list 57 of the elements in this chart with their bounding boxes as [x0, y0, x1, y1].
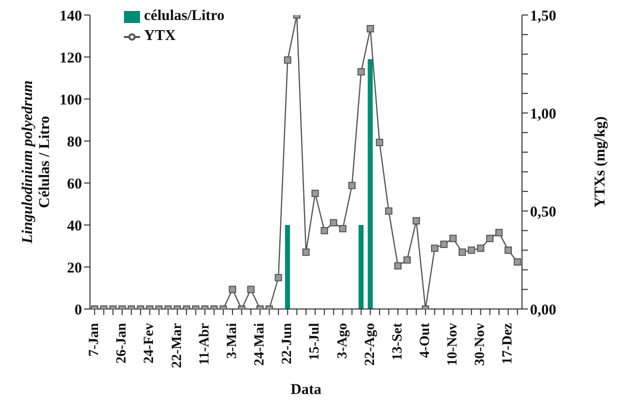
x-tick-label: 3-Mai — [224, 322, 240, 359]
x-tick-label: 11-Abr — [197, 323, 212, 365]
point — [348, 182, 356, 190]
y-tick-label: 60 — [67, 176, 82, 192]
y-tick-label: 100 — [60, 92, 82, 108]
x-axis-title: Data — [290, 382, 322, 398]
point — [312, 190, 319, 198]
point — [495, 228, 503, 236]
x-tick-label: 13-Set — [390, 322, 406, 360]
point — [403, 256, 411, 264]
y2-tick-label: 0,00 — [530, 302, 556, 318]
point — [394, 262, 402, 270]
y-tick-label: 140 — [60, 8, 82, 24]
point — [476, 244, 484, 252]
x-tick-label: 22-Mar — [170, 323, 185, 368]
point — [339, 224, 346, 232]
y-axis-title: Lingulodinium polyedrum Células / Litro — [20, 80, 53, 244]
x-tick-label: 4-Out — [418, 322, 433, 358]
y2-axis-title: YTXs (mg/kg) — [592, 116, 608, 208]
y-tick-label: 0 — [74, 302, 82, 318]
x-tick-label: 15-Jul — [308, 322, 323, 360]
y2-tick-label: 1,50 — [530, 8, 556, 24]
legend-label: células/Litro — [144, 8, 225, 24]
point — [440, 240, 448, 248]
legend-label: YTX — [144, 28, 176, 44]
point — [514, 258, 522, 266]
y-tick-label: 80 — [67, 134, 82, 150]
point — [458, 248, 466, 256]
point — [376, 138, 384, 146]
point — [504, 246, 512, 254]
y-tick-label: 40 — [67, 218, 82, 234]
x-tick-label: 24-Fev — [142, 323, 158, 364]
point — [468, 246, 476, 254]
point — [449, 234, 457, 242]
point — [320, 226, 328, 234]
x-tick-label: 24-Mai — [252, 322, 268, 366]
x-tick-label: 26-Jan — [114, 322, 130, 364]
y-tick-label: 120 — [60, 50, 82, 66]
x-tick-label: 30-Nov — [473, 323, 488, 366]
point — [431, 244, 438, 252]
point — [330, 219, 338, 226]
x-tick-label: 10-Nov — [446, 323, 461, 366]
y-tick-label: 20 — [67, 260, 82, 276]
point — [274, 274, 282, 282]
point — [247, 286, 255, 294]
x-tick-label: 7-Jan — [87, 322, 102, 356]
point — [486, 234, 494, 242]
x-tick-label: 17-Dez — [500, 323, 516, 364]
y2-tick-label: 1,00 — [530, 106, 556, 122]
point — [412, 217, 420, 224]
x-tick-label: 22-Jun — [280, 322, 296, 364]
point — [302, 248, 310, 256]
point — [228, 286, 236, 294]
x-tick-label: 3-Ago — [335, 323, 350, 359]
y2-tick-label: 0,50 — [530, 204, 556, 220]
point — [385, 207, 392, 215]
x-tick-label: 22-Ago — [362, 323, 378, 366]
